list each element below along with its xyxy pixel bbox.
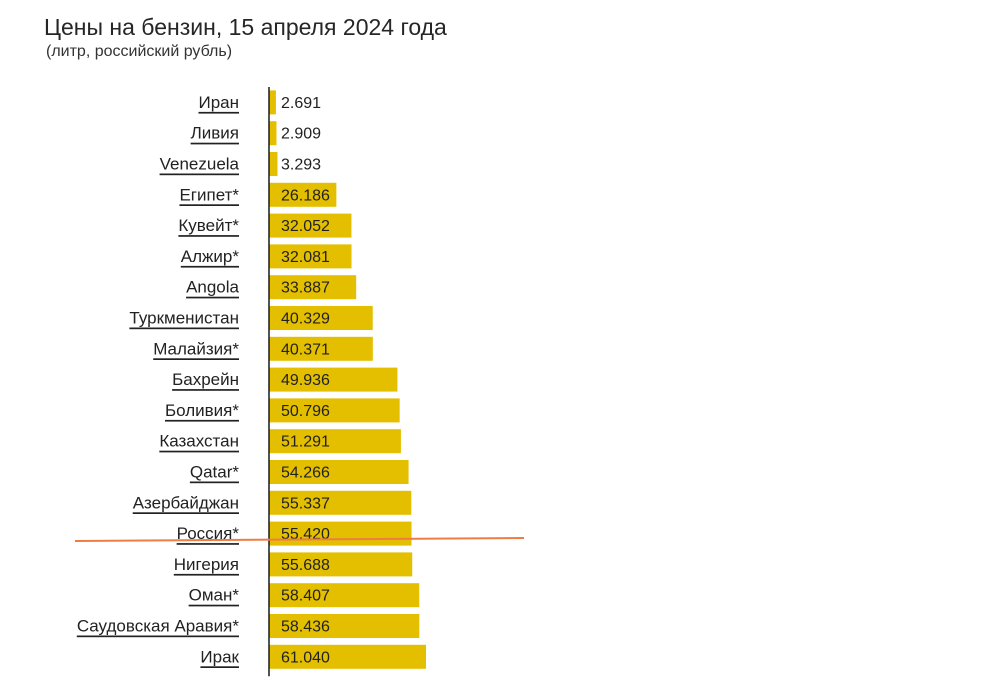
- category-label[interactable]: Алжир*: [181, 247, 240, 266]
- value-label: 54.266: [281, 465, 330, 482]
- bar: [269, 367, 398, 392]
- category-label[interactable]: Ливия: [191, 124, 239, 143]
- category-label[interactable]: Qatar*: [190, 463, 240, 482]
- category-label[interactable]: Angola: [186, 278, 239, 297]
- value-label: 55.337: [281, 495, 330, 512]
- category-label[interactable]: Египет*: [179, 185, 239, 204]
- bar: [269, 121, 277, 146]
- bar: [269, 398, 400, 423]
- bar: [269, 306, 373, 330]
- category-label[interactable]: Ирак: [200, 647, 239, 666]
- category-label[interactable]: Малайзия*: [153, 339, 239, 358]
- value-label: 61.040: [281, 649, 330, 666]
- value-label: 51.291: [281, 434, 330, 451]
- category-label[interactable]: Саудовская Аравия*: [77, 617, 240, 636]
- bar: [269, 552, 413, 577]
- bar: [269, 644, 426, 669]
- value-label: 49.936: [281, 372, 330, 389]
- category-label[interactable]: Нигерия: [174, 555, 239, 574]
- category-label[interactable]: Venezuela: [160, 155, 240, 174]
- bar: [269, 213, 352, 238]
- value-label: 26.186: [281, 187, 330, 204]
- bars-group: Иран 2.691 Ливия 2.909 Venezuela 3.293 Египет*…: [77, 90, 426, 669]
- value-label: 50.796: [281, 403, 330, 420]
- value-label: 40.329: [281, 311, 330, 328]
- value-label: 55.688: [281, 557, 330, 574]
- bar: [269, 614, 420, 638]
- bar: [269, 275, 357, 300]
- bar: [269, 521, 412, 546]
- bar: [269, 90, 276, 115]
- category-label[interactable]: Азербайджан: [133, 493, 239, 512]
- category-label[interactable]: Казахстан: [159, 432, 239, 451]
- value-label: 32.081: [281, 249, 330, 266]
- value-label: 2.909: [281, 126, 321, 143]
- category-label[interactable]: Оман*: [189, 586, 240, 605]
- category-label[interactable]: Боливия*: [165, 401, 239, 420]
- value-label: 2.691: [281, 95, 321, 112]
- bar: [269, 336, 373, 361]
- category-label[interactable]: Бахрейн: [172, 370, 239, 389]
- bar: [269, 460, 409, 484]
- bar: [269, 583, 420, 608]
- bar: [269, 429, 401, 454]
- value-label: 3.293: [281, 157, 321, 174]
- russia-highlight-line: [74, 537, 525, 542]
- value-label: 32.052: [281, 218, 330, 235]
- bar: [269, 244, 352, 269]
- bar: [269, 182, 337, 207]
- category-label[interactable]: Туркменистан: [129, 309, 239, 328]
- value-label: 58.436: [281, 619, 330, 636]
- bar: [269, 490, 412, 515]
- category-label[interactable]: Россия*: [177, 524, 240, 543]
- value-label: 58.407: [281, 588, 330, 605]
- value-label: 33.887: [281, 280, 330, 297]
- category-label[interactable]: Кувейт*: [178, 216, 239, 235]
- chart-title: Цены на бензин, 15 апреля 2024 года: [44, 14, 447, 40]
- value-label: 40.371: [281, 341, 330, 358]
- chart-subtitle: (литр, российский рубль): [46, 43, 233, 60]
- bar: [269, 152, 278, 176]
- category-label[interactable]: Иран: [198, 93, 239, 112]
